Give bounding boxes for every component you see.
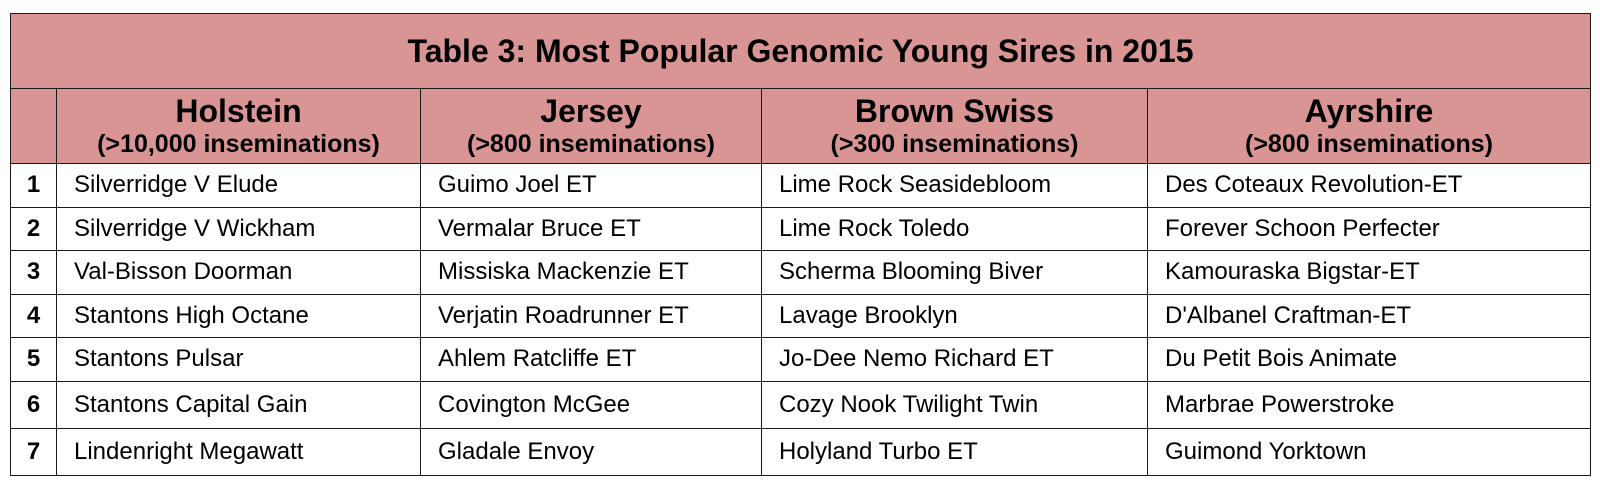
table-title: Table 3: Most Popular Genomic Young Sire… xyxy=(9,13,1592,89)
sire-cell: Kamouraska Bigstar-ET xyxy=(1146,250,1592,295)
column-header-threshold: (>10,000 inseminations) xyxy=(97,130,380,159)
sire-cell: Holyland Turbo ET xyxy=(761,427,1148,476)
sire-cell: Stantons Pulsar xyxy=(56,337,421,382)
rank-cell: 7 xyxy=(10,427,57,476)
rank-cell: 4 xyxy=(10,293,57,338)
rank-cell: 1 xyxy=(10,163,57,208)
sires-table-container: Table 3: Most Popular Genomic Young Sire… xyxy=(9,13,1592,476)
sire-cell: Vermalar Bruce ET xyxy=(420,206,762,251)
sire-cell: Du Petit Bois Animate xyxy=(1146,337,1592,382)
column-header-threshold: (>800 inseminations) xyxy=(1245,130,1493,159)
sire-cell: Gladale Envoy xyxy=(420,427,762,476)
table-row: 3 Val-Bisson Doorman Missiska Mackenzie … xyxy=(10,250,1592,295)
sire-cell: Des Coteaux Revolution-ET xyxy=(1146,163,1592,208)
table-row: 6 Stantons Capital Gain Covington McGee … xyxy=(10,380,1592,429)
title-row: Table 3: Most Popular Genomic Young Sire… xyxy=(9,13,1592,89)
column-header-breed: Jersey xyxy=(540,92,642,129)
sire-cell: Ahlem Ratcliffe ET xyxy=(420,337,762,382)
column-header-holstein: Holstein (>10,000 inseminations) xyxy=(56,88,421,164)
sire-cell: Cozy Nook Twilight Twin xyxy=(761,380,1148,429)
sire-cell: Silverridge V Elude xyxy=(56,163,421,208)
table-row: 4 Stantons High Octane Verjatin Roadrunn… xyxy=(10,293,1592,338)
table-row: 1 Silverridge V Elude Guimo Joel ET Lime… xyxy=(10,163,1592,208)
column-header-breed: Holstein xyxy=(175,92,302,129)
table-row: 7 Lindenright Megawatt Gladale Envoy Hol… xyxy=(10,427,1592,476)
table-row: 2 Silverridge V Wickham Vermalar Bruce E… xyxy=(10,206,1592,251)
column-header-threshold: (>800 inseminations) xyxy=(467,130,715,159)
sire-cell: Scherma Blooming Biver xyxy=(761,250,1148,295)
sire-cell: D'Albanel Craftman-ET xyxy=(1146,293,1592,338)
sire-cell: Silverridge V Wickham xyxy=(56,206,421,251)
sire-cell: Covington McGee xyxy=(420,380,762,429)
rank-cell: 6 xyxy=(10,380,57,429)
column-header-jersey: Jersey (>800 inseminations) xyxy=(420,88,762,164)
table-row: 5 Stantons Pulsar Ahlem Ratcliffe ET Jo-… xyxy=(10,337,1592,382)
rank-cell: 5 xyxy=(10,337,57,382)
sire-cell: Guimond Yorktown xyxy=(1146,427,1592,476)
sires-table: Table 3: Most Popular Genomic Young Sire… xyxy=(9,13,1592,476)
header-row: Holstein (>10,000 inseminations) Jersey … xyxy=(10,88,1592,164)
rank-cell: 2 xyxy=(10,206,57,251)
column-header-ayrshire: Ayrshire (>800 inseminations) xyxy=(1146,88,1592,164)
sire-cell: Stantons Capital Gain xyxy=(56,380,421,429)
rank-header-cell xyxy=(10,88,57,164)
sire-cell: Jo-Dee Nemo Richard ET xyxy=(761,337,1148,382)
sire-cell: Lavage Brooklyn xyxy=(761,293,1148,338)
column-header-threshold: (>300 inseminations) xyxy=(830,130,1079,159)
sire-cell: Stantons High Octane xyxy=(56,293,421,338)
sire-cell: Missiska Mackenzie ET xyxy=(420,250,762,295)
rank-cell: 3 xyxy=(10,250,57,295)
column-header-breed: Brown Swiss xyxy=(854,92,1055,129)
sire-cell: Val-Bisson Doorman xyxy=(56,250,421,295)
sire-cell: Lime Rock Toledo xyxy=(761,206,1148,251)
sire-cell: Forever Schoon Perfecter xyxy=(1146,206,1592,251)
sire-cell: Verjatin Roadrunner ET xyxy=(420,293,762,338)
column-header-breed: Ayrshire xyxy=(1304,92,1434,129)
sire-cell: Marbrae Powerstroke xyxy=(1146,380,1592,429)
sire-cell: Lime Rock Seasidebloom xyxy=(761,163,1148,208)
sire-cell: Guimo Joel ET xyxy=(420,163,762,208)
sire-cell: Lindenright Megawatt xyxy=(56,427,421,476)
column-header-brown-swiss: Brown Swiss (>300 inseminations) xyxy=(761,88,1148,164)
